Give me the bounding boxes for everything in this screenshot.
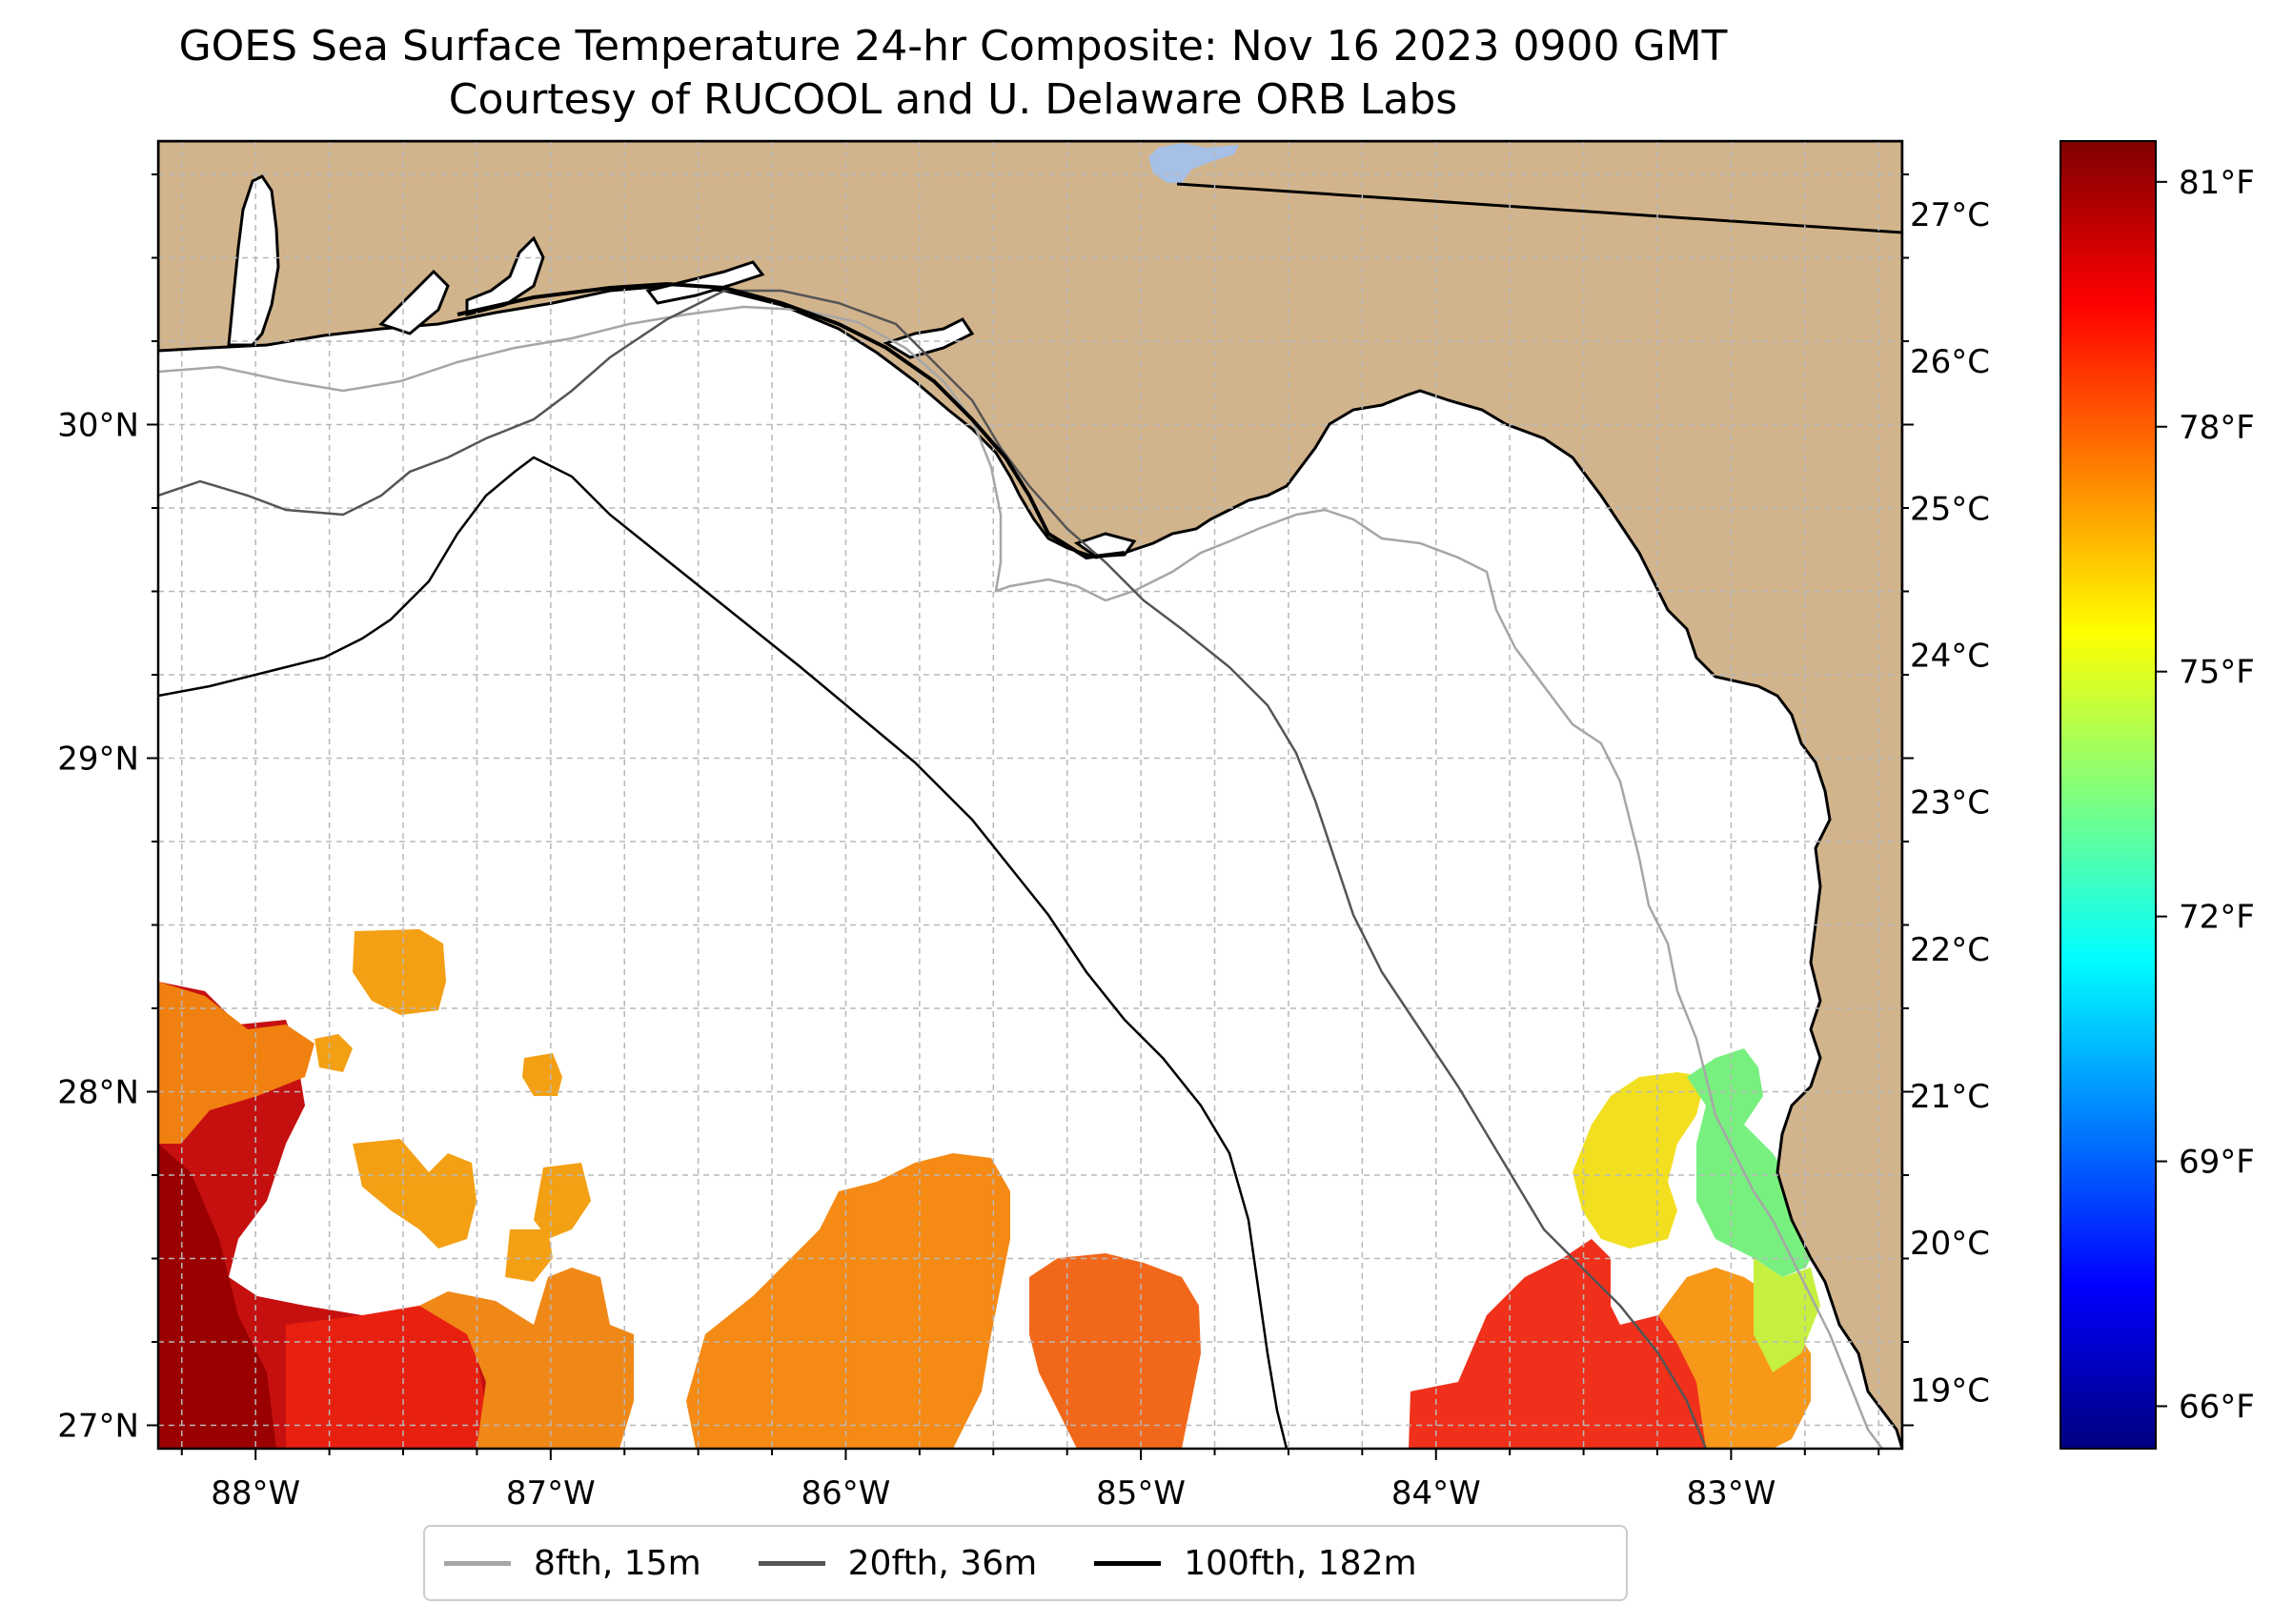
celsius-tick-label: 20°C [1910,1225,1990,1263]
sst-patch-north-blob [353,929,446,1015]
lon-tick-label: 87°W [506,1474,596,1512]
celsius-tick-label: 27°C [1910,196,1990,234]
colorbar [2060,140,2157,1450]
sst-patch-southeast-red [1409,1239,1715,1449]
celsius-tick-label: 25°C [1910,490,1990,528]
legend-swatch-100fth [1094,1560,1162,1566]
map-title: GOES Sea Surface Temperature 24-hr Compo… [178,22,1728,71]
sst-patch-west-red-dark [158,1144,276,1449]
lon-tick-label: 86°W [802,1474,891,1512]
contour-8fth [158,305,1883,1449]
latitude-tick-labels: 30°N 29°N 28°N 27°N [57,407,139,1446]
lat-tick-label: 29°N [57,741,139,779]
fahrenheit-tick-label: 66°F [2179,1388,2255,1426]
lat-tick-label: 30°N [57,407,139,445]
celsius-tick-labels: 27°C 26°C 25°C 24°C 23°C 22°C 21°C 20°C 19°C [1910,196,1990,1410]
legend-label-8fth: 8fth, 15m [534,1543,701,1583]
fahrenheit-tick-labels: 81°F 78°F 75°F 72°F 69°F 66°F [2179,164,2255,1427]
lon-tick-label: 83°W [1686,1474,1776,1512]
legend-swatch-8fth [444,1560,511,1566]
celsius-tick-label: 23°C [1910,784,1990,822]
sst-patch-south-orange-1 [419,1268,634,1449]
map-subtitle: Courtesy of RUCOOL and U. Delaware ORB L… [448,75,1458,124]
celsius-tick-label: 24°C [1910,638,1990,676]
choctawhatchee-bay [465,235,545,316]
legend-item-8fth: 8fth, 15m [444,1544,701,1583]
sst-patch-central [686,1153,1010,1449]
sst-data-layer [158,929,1820,1449]
coastline-panhandle [457,281,1126,560]
lat-tick-label: 28°N [57,1074,139,1112]
celsius-tick-label: 21°C [1910,1078,1990,1116]
lon-tick-label: 88°W [211,1474,300,1512]
mobile-bay [227,174,280,347]
legend-item-20fth: 20fth, 36m [758,1543,1038,1583]
celsius-tick-label: 26°C [1910,343,1990,381]
sst-patch-mid-blob-2 [534,1163,591,1239]
colorbar-ticks [2156,180,2167,1408]
contour-legend: 8fth, 15m 20fth, 36m 100fth, 182m [423,1525,1628,1601]
contour-100fth [158,456,1289,1449]
longitude-tick-labels: 88°W 87°W 86°W 85°W 84°W 83°W [211,1474,1776,1512]
sst-patch-mid-cluster [353,1139,477,1248]
sst-patch-small-2 [522,1053,562,1096]
pensacola-bay [378,269,450,335]
sst-patch-west-orange [158,982,315,1144]
map-axis-ticks [147,173,1914,1460]
celsius-tick-label: 22°C [1910,931,1990,969]
sst-patch-small-1 [315,1034,353,1072]
lake-seminole [1148,143,1239,183]
sst-patch-east-green [1687,1048,1820,1277]
map-gridlines [158,141,1902,1449]
celsius-tick-label: 19°C [1910,1371,1990,1410]
map-frame [156,139,1904,1451]
fahrenheit-tick-label: 75°F [2179,654,2255,692]
sst-patch-south-central [1029,1253,1201,1449]
legend-label-100fth: 100fth, 182m [1184,1543,1417,1583]
sst-patch-east-lime [1754,1258,1820,1372]
lon-tick-label: 84°W [1391,1474,1481,1512]
fahrenheit-tick-label: 81°F [2179,164,2255,202]
contour-20fth [158,289,1708,1449]
fahrenheit-tick-label: 72°F [2179,899,2255,937]
legend-label-20fth: 20fth, 36m [847,1543,1038,1583]
land-florida-panhandle [158,141,1902,1449]
fahrenheit-tick-label: 69°F [2179,1144,2255,1182]
legend-item-100fth: 100fth, 182m [1094,1543,1417,1583]
legend-swatch-20fth [758,1560,825,1566]
lon-tick-label: 85°W [1096,1474,1186,1512]
lat-tick-label: 27°N [57,1408,139,1446]
state-boundary [1176,182,1902,234]
sst-patch-east-yellow [1573,1072,1706,1248]
sst-patch-mid-blob-3 [505,1229,553,1282]
fahrenheit-tick-label: 78°F [2179,409,2255,447]
